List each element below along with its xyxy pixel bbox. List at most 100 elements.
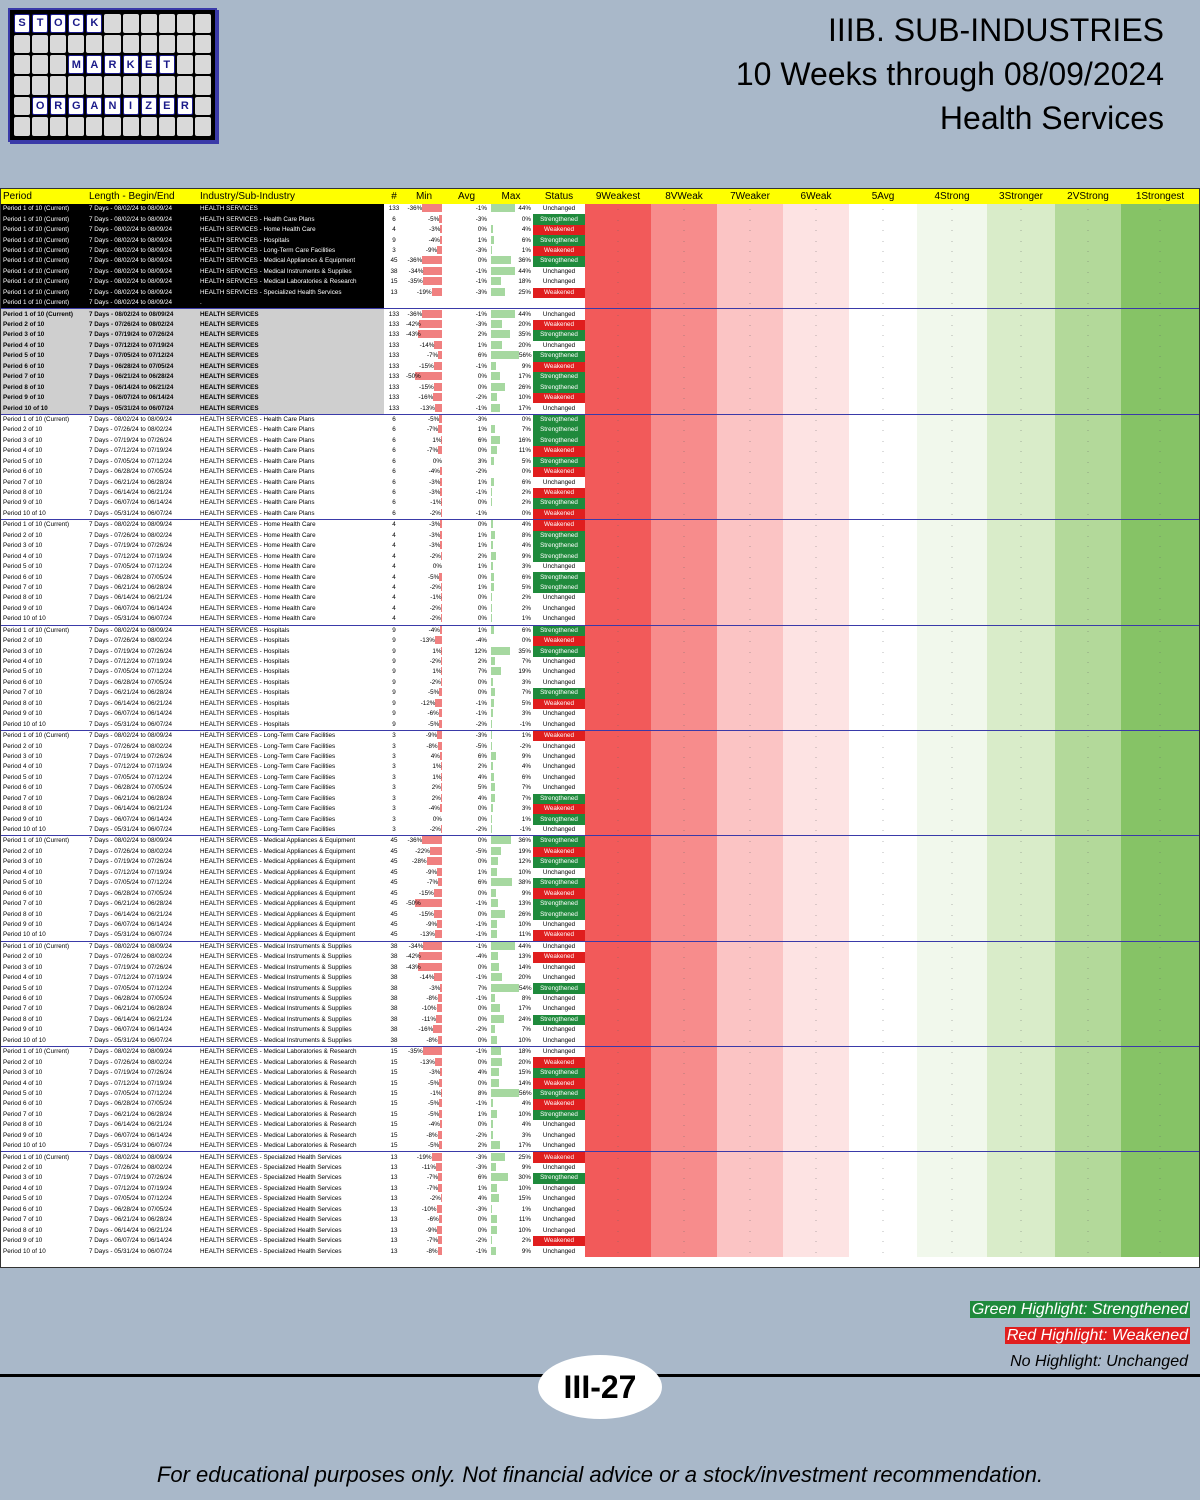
industry-cell: HEALTH SERVICES - Medical Appliances & E…	[200, 900, 356, 908]
rank-bucket-cell: .	[585, 435, 651, 447]
period-cell: Period 5 of 10	[3, 563, 43, 571]
rank-bucket-cell: .	[987, 1067, 1055, 1079]
min-cell: -4%	[404, 235, 444, 245]
status-cell: Strengthened	[533, 572, 585, 583]
rank-bucket-cell: .	[987, 351, 1055, 362]
rank-bucket-cell: .	[585, 351, 651, 362]
logo-letter: M	[68, 55, 85, 74]
rank-bucket-cell: .	[917, 952, 987, 963]
min-cell: -4%	[404, 1120, 444, 1130]
industry-cell: HEALTH SERVICES	[198, 204, 384, 215]
status-cell: Strengthened	[533, 551, 585, 562]
rank-bucket-cell: .	[783, 1014, 849, 1026]
rank-bucket-cell: .	[849, 1035, 917, 1047]
count-cell: 6	[392, 426, 396, 434]
rank-bucket-cell: .	[917, 245, 987, 257]
length-cell: 7 Days - 06/07/24 to 06/14/24	[89, 499, 172, 507]
rank-bucket-cell: .	[917, 867, 987, 878]
rank-bucket-cell: .	[849, 1109, 917, 1121]
rank-bucket-cell: .	[585, 972, 651, 984]
max-cell: 5%	[489, 582, 533, 593]
count-cell: 38	[390, 267, 398, 275]
rank-bucket-cell: .	[585, 245, 651, 257]
min-cell: -5%	[404, 1078, 444, 1088]
rank-bucket-cell: .	[783, 614, 849, 625]
rank-bucket-cell: .	[987, 751, 1055, 763]
logo-letter: K	[86, 14, 103, 33]
table-row: Period 6 of 10 7 Days - 06/28/24 to 07/05…	[1, 993, 1199, 1005]
rank-bucket-cell: .	[783, 846, 849, 858]
rank-bucket-cell: .	[987, 677, 1055, 689]
status-cell: Strengthened	[533, 688, 585, 699]
rank-bucket-cell: .	[1055, 857, 1121, 868]
industry-cell: HEALTH SERVICES - Long-Term Care Facilit…	[200, 763, 336, 771]
rank-bucket-cell: .	[585, 709, 651, 720]
count-cell: 15	[390, 1131, 398, 1139]
min-bar	[441, 498, 442, 507]
max-bar	[491, 1130, 493, 1139]
status-cell	[533, 298, 585, 309]
period-cell: Period 7 of 10	[3, 689, 43, 697]
length-cell: 7 Days - 07/05/24 to 07/12/24	[89, 457, 172, 465]
max-bar	[491, 814, 492, 823]
rank-bucket-cell: .	[917, 1235, 987, 1247]
status-cell: Unchanged	[542, 1142, 576, 1150]
min-bar	[433, 1025, 442, 1034]
rank-bucket-cell: .	[1121, 614, 1199, 625]
rank-bucket-cell: .	[1121, 508, 1199, 520]
rank-bucket-cell: .	[987, 962, 1055, 973]
rank-bucket-cell: .	[585, 224, 651, 236]
industry-cell: HEALTH SERVICES - Hospitals	[200, 720, 290, 728]
avg-cell: -1%	[475, 710, 487, 718]
logo-letter: Z	[140, 96, 157, 116]
max-bar	[491, 688, 495, 697]
max-cell: 20%	[489, 320, 533, 330]
avg-cell: 0%	[477, 1216, 487, 1224]
min-cell: -3%	[429, 1068, 442, 1077]
rank-bucket-cell: .	[1055, 1099, 1121, 1110]
logo-tile	[194, 34, 211, 54]
rank-bucket-cell: .	[849, 719, 917, 731]
industry-cell: HEALTH SERVICES - Specialized Health Ser…	[200, 1247, 342, 1255]
rank-bucket-cell: .	[783, 824, 849, 836]
rank-bucket-cell: .	[1055, 498, 1121, 509]
max-cell: 17%	[489, 1141, 533, 1152]
rank-bucket-cell: .	[1121, 1035, 1199, 1047]
avg-cell: -3%	[475, 321, 487, 329]
rank-bucket-cell: .	[717, 803, 783, 815]
rank-bucket-cell: .	[1121, 624, 1199, 636]
min-cell: -3%	[404, 519, 444, 531]
avg-cell: -1%	[475, 699, 487, 707]
logo-tile	[14, 34, 31, 54]
avg-cell: -1%	[475, 1247, 487, 1255]
industry-cell: HEALTH SERVICES - Hospitals	[200, 710, 290, 718]
status-cell: Weakened	[533, 1078, 585, 1089]
max-bar	[491, 646, 511, 655]
max-bar	[491, 983, 519, 992]
rank-bucket-cell: .	[917, 719, 987, 731]
rank-bucket-cell: .	[987, 582, 1055, 594]
rank-bucket-cell: .	[717, 1109, 783, 1121]
rank-bucket-cell: .	[987, 972, 1055, 984]
avg-cell: -1%	[475, 1100, 487, 1108]
rank-bucket-cell: .	[585, 266, 651, 278]
rank-bucket-cell: .	[717, 677, 783, 689]
industry-cell: HEALTH SERVICES - Medical Instruments & …	[200, 995, 352, 1003]
rank-bucket-cell: .	[717, 361, 783, 372]
logo-letter: N	[104, 96, 121, 116]
rank-bucket-cell: .	[917, 878, 987, 889]
max-cell: 9%	[489, 1246, 533, 1256]
rank-bucket-cell: .	[783, 519, 849, 531]
length-cell: 7 Days - 06/14/24 to 06/21/24	[89, 699, 172, 707]
industry-cell: HEALTH SERVICES	[198, 382, 384, 393]
avg-cell: 4%	[477, 1195, 487, 1203]
min-cell: 0%	[432, 457, 442, 465]
length-cell: 7 Days - 05/31/24 to 06/07/24	[89, 1036, 172, 1044]
table-row: Period 9 of 10 7 Days - 06/07/24 to 06/14…	[1, 919, 1199, 931]
rank-bucket-cell: .	[849, 372, 917, 383]
period-cell: Period 1 of 10 (Current)	[1, 1151, 87, 1163]
length-cell: 7 Days - 06/07/24 to 06/14/24	[89, 710, 172, 718]
rank-bucket-cell: .	[1121, 530, 1199, 541]
rank-bucket-cell: .	[1121, 446, 1199, 457]
rank-bucket-cell: .	[917, 888, 987, 899]
